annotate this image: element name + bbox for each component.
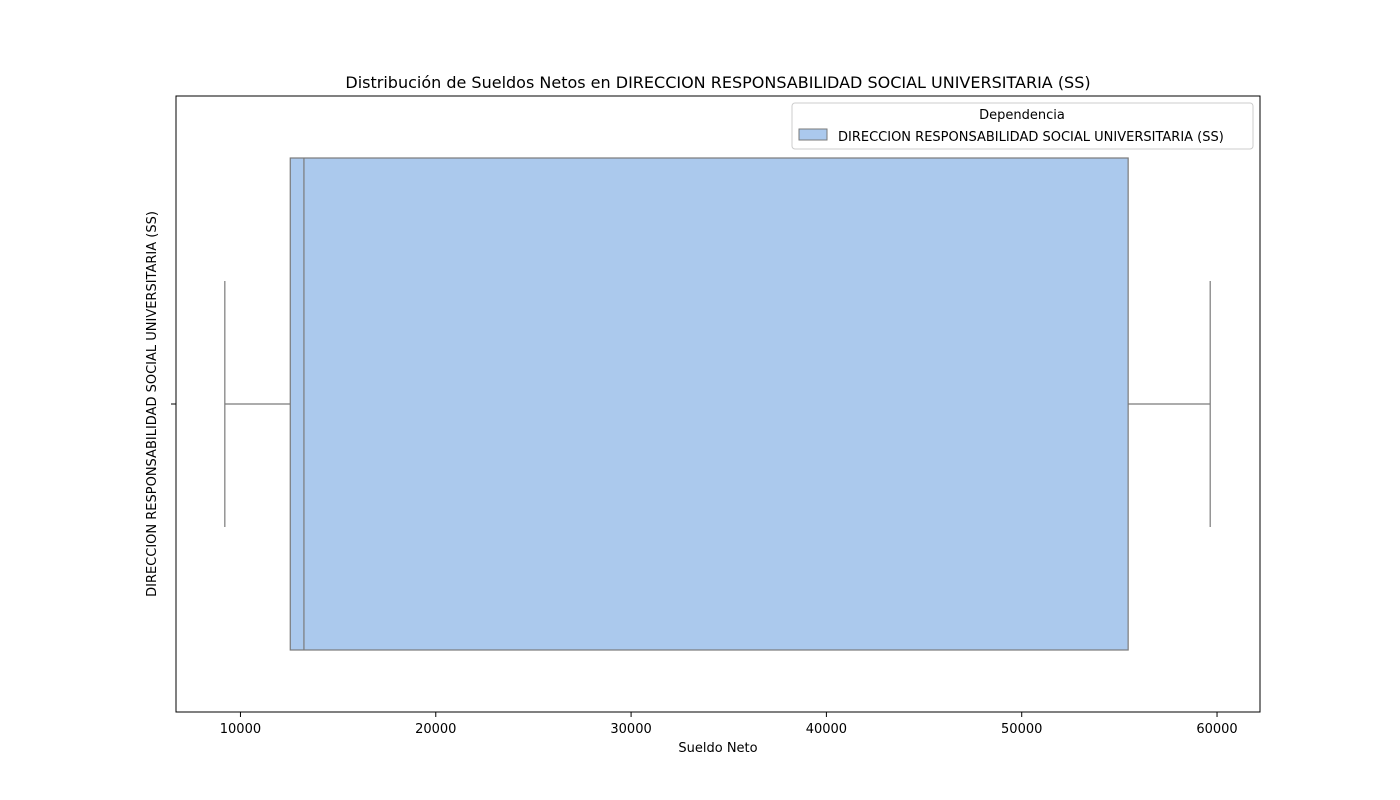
legend-title: Dependencia <box>979 108 1065 123</box>
y-axis-label: DIRECCION RESPONSABILIDAD SOCIAL UNIVERS… <box>145 211 160 597</box>
legend-frame <box>791 102 1254 150</box>
chart-title: Distribución de Sueldos Netos en DIRECCI… <box>345 73 1090 92</box>
x-tick-label: 40000 <box>806 722 847 737</box>
x-axis-ticks: 10000 20000 30000 40000 50000 60000 <box>220 712 1238 737</box>
legend-swatch <box>798 128 828 141</box>
x-tick-label: 20000 <box>415 722 456 737</box>
x-tick-label: 30000 <box>610 722 651 737</box>
box-iqr <box>289 157 1129 651</box>
box-plot <box>224 157 1211 651</box>
x-axis-label: Sueldo Neto <box>678 741 757 756</box>
x-tick-label: 10000 <box>220 722 261 737</box>
legend: Dependencia DIRECCION RESPONSABILIDAD SO… <box>791 102 1254 150</box>
x-tick-label: 50000 <box>1001 722 1042 737</box>
legend-entry-label: DIRECCION RESPONSABILIDAD SOCIAL UNIVERS… <box>838 130 1224 145</box>
x-tick-label: 60000 <box>1196 722 1237 737</box>
